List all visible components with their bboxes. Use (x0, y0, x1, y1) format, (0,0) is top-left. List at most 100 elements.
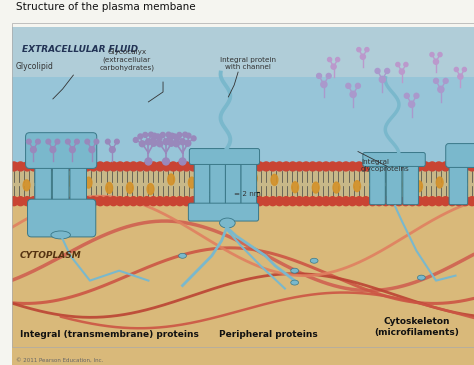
Circle shape (151, 140, 157, 146)
Circle shape (235, 197, 244, 205)
Circle shape (341, 162, 350, 171)
Circle shape (315, 162, 324, 171)
Circle shape (29, 162, 38, 171)
FancyBboxPatch shape (188, 203, 258, 221)
Circle shape (185, 140, 191, 146)
Circle shape (415, 197, 423, 205)
Circle shape (331, 64, 336, 69)
Circle shape (335, 162, 344, 171)
Circle shape (162, 162, 171, 171)
Circle shape (116, 197, 125, 205)
Text: Glycocalyx
(extracellular
carbohydrates): Glycocalyx (extracellular carbohydrates) (100, 49, 155, 71)
Circle shape (145, 158, 152, 165)
Text: Structure of the plasma membane: Structure of the plasma membane (16, 1, 195, 12)
Text: Integral (transmembrane) proteins: Integral (transmembrane) proteins (20, 330, 199, 339)
Circle shape (375, 197, 383, 205)
Circle shape (167, 138, 172, 142)
Circle shape (195, 197, 204, 205)
Circle shape (63, 197, 72, 205)
Circle shape (50, 147, 56, 153)
Circle shape (191, 136, 196, 141)
Circle shape (455, 197, 463, 205)
Circle shape (23, 162, 32, 171)
Circle shape (328, 57, 332, 62)
Circle shape (315, 197, 324, 205)
Circle shape (43, 162, 52, 171)
Circle shape (76, 197, 85, 205)
Circle shape (454, 68, 458, 72)
Circle shape (441, 197, 450, 205)
Circle shape (268, 197, 277, 205)
Circle shape (139, 141, 145, 147)
Circle shape (401, 197, 410, 205)
Circle shape (336, 57, 340, 62)
Ellipse shape (291, 268, 299, 273)
Circle shape (395, 162, 403, 171)
Circle shape (16, 162, 25, 171)
Circle shape (438, 53, 442, 57)
Text: EXTRACELLULAR FLUID: EXTRACELLULAR FLUID (22, 45, 138, 54)
Circle shape (133, 138, 138, 142)
FancyBboxPatch shape (70, 163, 87, 205)
Circle shape (321, 162, 330, 171)
FancyBboxPatch shape (226, 156, 241, 205)
Circle shape (155, 134, 160, 139)
FancyBboxPatch shape (403, 163, 419, 205)
Circle shape (435, 162, 443, 171)
Circle shape (166, 132, 171, 137)
Circle shape (29, 197, 38, 205)
Circle shape (262, 162, 271, 171)
Circle shape (282, 162, 291, 171)
Circle shape (122, 162, 131, 171)
Circle shape (157, 136, 162, 141)
Circle shape (63, 162, 72, 171)
Circle shape (368, 197, 377, 205)
Circle shape (321, 197, 330, 205)
FancyBboxPatch shape (449, 163, 468, 205)
Polygon shape (12, 27, 474, 201)
Ellipse shape (312, 182, 319, 193)
Ellipse shape (333, 182, 340, 193)
Ellipse shape (291, 280, 299, 285)
Circle shape (308, 162, 317, 171)
Circle shape (328, 162, 337, 171)
Ellipse shape (147, 184, 154, 195)
Circle shape (388, 197, 397, 205)
Circle shape (163, 139, 169, 145)
Circle shape (209, 197, 218, 205)
Circle shape (375, 69, 380, 73)
Circle shape (357, 47, 361, 52)
FancyBboxPatch shape (53, 163, 69, 205)
Ellipse shape (230, 184, 237, 195)
Circle shape (356, 83, 360, 88)
Circle shape (275, 197, 284, 205)
Circle shape (27, 139, 31, 144)
Circle shape (282, 197, 291, 205)
Circle shape (415, 162, 423, 171)
Circle shape (155, 197, 164, 205)
Circle shape (242, 197, 251, 205)
Circle shape (49, 197, 58, 205)
Circle shape (317, 73, 321, 78)
Circle shape (288, 197, 297, 205)
Circle shape (85, 139, 90, 144)
Text: © 2011 Pearson Education, Inc.: © 2011 Pearson Education, Inc. (16, 358, 103, 363)
Circle shape (361, 197, 370, 205)
Text: Integral
glycoproteins: Integral glycoproteins (361, 159, 410, 172)
Circle shape (49, 162, 58, 171)
FancyBboxPatch shape (241, 159, 256, 205)
Circle shape (146, 139, 151, 145)
Circle shape (55, 139, 60, 144)
Polygon shape (12, 27, 474, 77)
Circle shape (202, 162, 211, 171)
Circle shape (116, 162, 125, 171)
FancyBboxPatch shape (189, 149, 260, 165)
Circle shape (348, 197, 357, 205)
Circle shape (152, 133, 157, 138)
Circle shape (396, 62, 400, 66)
Circle shape (102, 197, 111, 205)
Circle shape (69, 197, 78, 205)
Ellipse shape (85, 177, 92, 188)
Circle shape (96, 162, 105, 171)
Ellipse shape (179, 253, 186, 258)
